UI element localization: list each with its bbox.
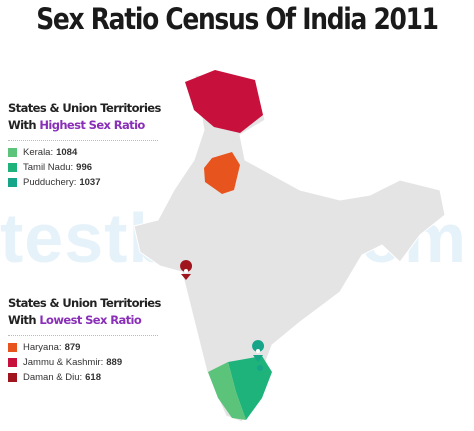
item-value: 618 xyxy=(85,372,101,383)
swatch xyxy=(8,178,17,187)
section-heading: States & Union Territories xyxy=(8,296,161,310)
highest-section: States & Union Territories With Highest … xyxy=(8,100,188,190)
item-value: 889 xyxy=(106,357,123,368)
legend-item: Pudduchery: 1037 xyxy=(8,175,188,190)
tamil-nadu xyxy=(228,356,272,420)
item-name: Jammu & Kashmir: xyxy=(23,357,104,368)
item-value: 879 xyxy=(64,342,81,353)
haryana xyxy=(204,152,240,194)
item-name: Daman & Diu: xyxy=(23,372,83,383)
swatch xyxy=(8,148,17,157)
prefix: With xyxy=(8,118,37,132)
title: Sex Ratio Census Of India 2011 xyxy=(36,2,439,36)
swatch xyxy=(8,358,17,367)
item-value: 1037 xyxy=(79,177,101,188)
daman-pin xyxy=(180,260,193,280)
item-name: Tamil Nadu: xyxy=(23,162,74,173)
prefix: With xyxy=(8,313,37,327)
highlight: Highest Sex Ratio xyxy=(39,118,145,132)
section-heading: States & Union Territories xyxy=(8,101,161,115)
item-name: Pudduchery: xyxy=(23,177,77,188)
legend-item: Jammu & Kashmir: 889 xyxy=(8,355,188,370)
legend-item: Daman & Diu: 618 xyxy=(8,370,188,385)
legend-item: Tamil Nadu: 996 xyxy=(8,160,188,175)
lowest-section: States & Union Territories With Lowest S… xyxy=(8,295,188,385)
jammu-kashmir xyxy=(185,70,263,133)
legend: Kerala: 1084 Tamil Nadu: 996 Pudduchery: 1037 xyxy=(8,145,188,190)
legend-item: Kerala: 1084 xyxy=(8,145,188,160)
item-value: 996 xyxy=(76,162,93,173)
puducherry-pin xyxy=(252,340,265,371)
item-name: Kerala: xyxy=(23,147,54,158)
legend-item: Haryana: 879 xyxy=(8,340,188,355)
section-subheading: With Highest Sex Ratio xyxy=(8,117,188,134)
legend: Haryana: 879 Jammu & Kashmir: 889 Daman & Di… xyxy=(8,340,188,385)
kerala xyxy=(208,362,246,420)
swatch xyxy=(8,373,17,382)
highlight: Lowest Sex Ratio xyxy=(39,313,142,327)
item-value: 1084 xyxy=(56,147,78,158)
section-subheading: With Lowest Sex Ratio xyxy=(8,312,188,329)
swatch xyxy=(8,343,17,352)
swatch xyxy=(8,163,17,172)
item-name: Haryana: xyxy=(23,342,62,353)
